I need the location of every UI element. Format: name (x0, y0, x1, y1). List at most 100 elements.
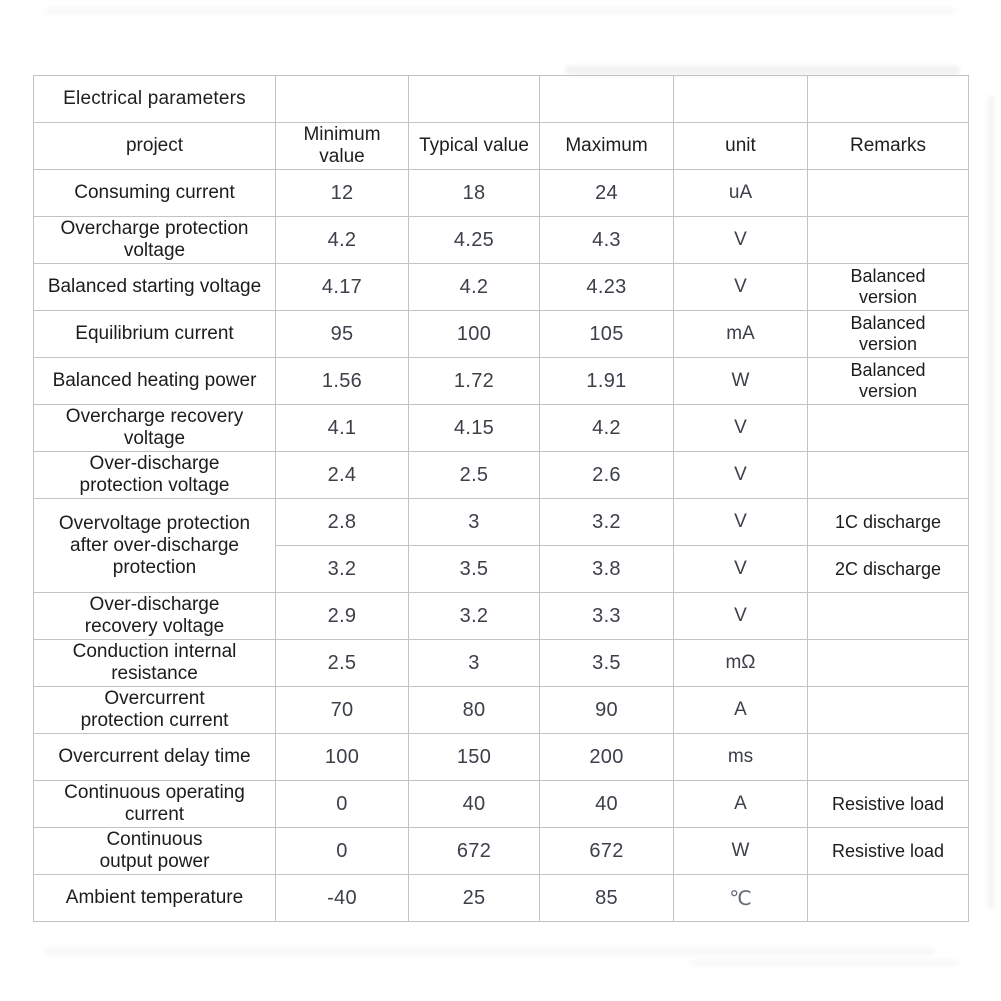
remarks-cell (807, 404, 969, 452)
empty-cell (275, 75, 409, 123)
remarks-cell (807, 216, 969, 264)
table-row-overcharge-protection-voltage: Overcharge protection voltage 4.2 4.25 4… (33, 216, 969, 264)
unit-cell: A (673, 686, 808, 734)
table-row-equilibrium-current: Equilibrium current 95 100 105 mA Balanc… (33, 310, 969, 358)
remarks-cell (807, 686, 969, 734)
project-cell: Overcharge recovery voltage (33, 404, 276, 452)
remarks-cell (807, 733, 969, 781)
remarks-cell (807, 592, 969, 640)
min-value-cell: 100 (275, 733, 409, 781)
min-value-cell: 1.56 (275, 357, 409, 405)
min-value-cell: 4.1 (275, 404, 409, 452)
max-value-cell: 3.5 (539, 639, 674, 687)
table-row-ambient-temperature: Ambient temperature -40 25 85 ℃ (33, 874, 969, 922)
typical-value-cell: 2.5 (408, 451, 540, 499)
table-row-overcurrent-protection-current: Overcurrent protection current 70 80 90 … (33, 686, 969, 734)
project-cell: Over-discharge recovery voltage (33, 592, 276, 640)
table-row-over-discharge-recovery-voltage: Over-discharge recovery voltage 2.9 3.2 … (33, 592, 969, 640)
max-value-cell: 1.91 (539, 357, 674, 405)
header-maximum: Maximum (539, 122, 674, 170)
scan-noise-top (45, 7, 955, 14)
max-value-cell: 4.3 (539, 216, 674, 264)
unit-cell: V (673, 404, 808, 452)
min-value-cell: 4.17 (275, 263, 409, 311)
project-cell: Conduction internal resistance (33, 639, 276, 687)
typical-value-cell: 100 (408, 310, 540, 358)
min-value-cell: 2.5 (275, 639, 409, 687)
table-row-balanced-heating-power: Balanced heating power 1.56 1.72 1.91 W … (33, 357, 969, 405)
table-row-balanced-starting-voltage: Balanced starting voltage 4.17 4.2 4.23 … (33, 263, 969, 311)
unit-cell: V (673, 451, 808, 499)
unit-cell: V (673, 263, 808, 311)
unit-cell-celsius: ℃ (673, 874, 808, 922)
max-value-cell: 2.6 (539, 451, 674, 499)
scan-noise-right (987, 95, 995, 910)
table-row-overcharge-recovery-voltage: Overcharge recovery voltage 4.1 4.15 4.2… (33, 404, 969, 452)
project-cell: Consuming current (33, 169, 276, 217)
min-value-cell: 3.2 (275, 545, 409, 593)
project-cell: Ambient temperature (33, 874, 276, 922)
electrical-parameters-table: Electrical parameters project Minimum va… (33, 75, 969, 922)
min-value-cell: 2.8 (275, 498, 409, 546)
typical-value-cell: 3 (408, 639, 540, 687)
typical-value-cell: 3 (408, 498, 540, 546)
max-value-cell: 3.8 (539, 545, 674, 593)
scan-noise-top-right (565, 66, 960, 75)
table-row-conduction-internal-resistance: Conduction internal resistance 2.5 3 3.5… (33, 639, 969, 687)
table-row-continuous-output-power: Continuous output power 0 672 672 W Resi… (33, 827, 969, 875)
project-cell: Continuous operating current (33, 780, 276, 828)
project-cell: Continuous output power (33, 827, 276, 875)
project-cell: Equilibrium current (33, 310, 276, 358)
unit-cell: V (673, 545, 808, 593)
max-value-cell: 672 (539, 827, 674, 875)
min-value-cell: 12 (275, 169, 409, 217)
typical-value-cell: 150 (408, 733, 540, 781)
empty-cell (539, 75, 674, 123)
header-typical-value: Typical value (408, 122, 540, 170)
unit-cell: V (673, 592, 808, 640)
max-value-cell: 3.3 (539, 592, 674, 640)
remarks-cell: Resistive load (807, 780, 969, 828)
table-row-consuming-current: Consuming current 12 18 24 uA (33, 169, 969, 217)
typical-value-cell: 80 (408, 686, 540, 734)
typical-value-cell: 3.5 (408, 545, 540, 593)
unit-cell: W (673, 827, 808, 875)
remarks-cell: Resistive load (807, 827, 969, 875)
unit-cell: A (673, 780, 808, 828)
remarks-cell (807, 169, 969, 217)
max-value-cell: 40 (539, 780, 674, 828)
min-value-cell: 0 (275, 827, 409, 875)
typical-value-cell: 672 (408, 827, 540, 875)
max-value-cell: 200 (539, 733, 674, 781)
empty-cell (408, 75, 540, 123)
min-value-cell: 70 (275, 686, 409, 734)
min-value-cell: 2.9 (275, 592, 409, 640)
max-value-cell: 24 (539, 169, 674, 217)
scan-noise-bottom-right (690, 959, 960, 966)
unit-cell: mA (673, 310, 808, 358)
project-cell: Balanced heating power (33, 357, 276, 405)
min-value-cell: 4.2 (275, 216, 409, 264)
max-value-cell: 90 (539, 686, 674, 734)
remarks-cell: Balanced version (807, 263, 969, 311)
empty-cell (807, 75, 969, 123)
table-header-row: project Minimum value Typical value Maxi… (33, 122, 969, 170)
header-unit: unit (673, 122, 808, 170)
remarks-cell (807, 874, 969, 922)
table-row-overcurrent-delay-time: Overcurrent delay time 100 150 200 ms (33, 733, 969, 781)
unit-cell: mΩ (673, 639, 808, 687)
project-cell: Overcurrent protection current (33, 686, 276, 734)
table-row-overvoltage-protection-2c: 3.2 3.5 3.8 V 2C discharge (34, 545, 969, 593)
typical-value-cell: 4.25 (408, 216, 540, 264)
max-value-cell: 85 (539, 874, 674, 922)
remarks-cell: 2C discharge (807, 545, 969, 593)
unit-cell: W (673, 357, 808, 405)
typical-value-cell: 4.2 (408, 263, 540, 311)
header-remarks: Remarks (807, 122, 969, 170)
remarks-cell: Balanced version (807, 310, 969, 358)
scan-noise-bottom (45, 947, 935, 955)
max-value-cell: 105 (539, 310, 674, 358)
remarks-cell: 1C discharge (807, 498, 969, 546)
remarks-cell (807, 451, 969, 499)
max-value-cell: 4.2 (539, 404, 674, 452)
